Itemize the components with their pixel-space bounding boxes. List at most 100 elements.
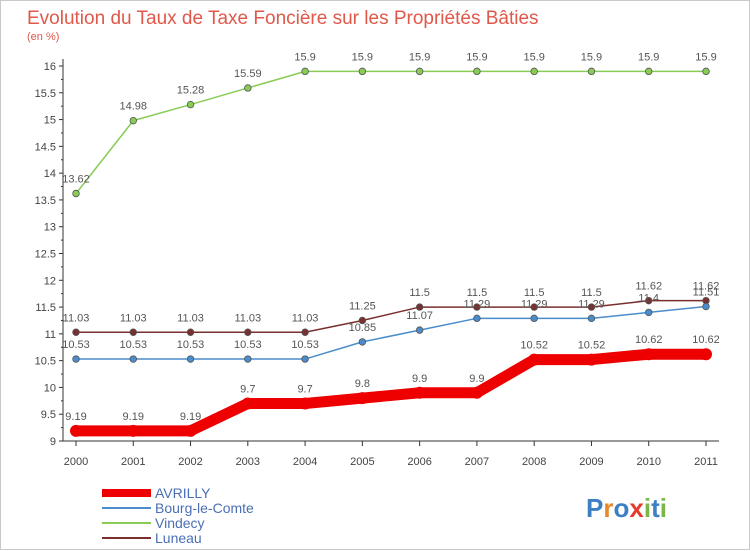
data-point <box>72 189 80 198</box>
data-label: 15.9 <box>695 51 716 63</box>
data-label: 11.07 <box>406 310 433 322</box>
data-point <box>186 355 195 363</box>
logo-letter: r <box>603 493 613 523</box>
data-point <box>301 67 309 76</box>
y-tick-label: 9.5 <box>41 409 56 421</box>
data-label: 9.19 <box>180 411 201 423</box>
data-point <box>244 328 252 336</box>
data-point <box>301 355 309 363</box>
legend-label: Bourg-le-Comte <box>155 500 254 516</box>
data-label: 14.98 <box>120 101 148 113</box>
data-label: 10.52 <box>578 340 606 352</box>
data-point <box>530 303 538 311</box>
y-tick-label: 12 <box>44 275 56 287</box>
logo-letter: P <box>586 493 603 523</box>
data-label: 9.9 <box>469 373 484 385</box>
y-tick-label: 10.5 <box>35 356 56 368</box>
data-label: 11.03 <box>63 312 90 324</box>
x-tick-label: 2005 <box>350 456 374 468</box>
data-point <box>587 314 596 323</box>
y-tick-label: 14 <box>44 168 56 180</box>
data-label: 9.7 <box>297 384 312 396</box>
data-label: 9.19 <box>65 411 86 423</box>
data-point <box>129 328 137 336</box>
data-point <box>473 303 481 311</box>
y-tick-label: 11 <box>45 329 56 341</box>
data-label: 10.62 <box>635 334 663 346</box>
data-point <box>301 328 309 336</box>
data-point <box>129 355 137 363</box>
data-point <box>473 67 481 76</box>
y-tick-label: 15 <box>44 115 56 127</box>
data-label: 11.29 <box>521 298 548 310</box>
x-tick-label: 2003 <box>236 456 260 468</box>
data-label: 9.8 <box>355 378 370 390</box>
logo-letter: i <box>644 493 651 523</box>
legend-label: AVRILLY <box>155 485 211 501</box>
data-point <box>702 67 710 76</box>
data-point <box>702 302 710 311</box>
data-label: 11.5 <box>524 287 545 299</box>
data-point <box>585 353 598 366</box>
data-label: 15.9 <box>294 51 315 63</box>
data-label: 11.29 <box>464 298 491 310</box>
data-label: 9.19 <box>123 411 144 423</box>
data-point <box>645 296 653 305</box>
data-point <box>358 316 367 325</box>
data-label: 11.03 <box>292 312 319 324</box>
data-point <box>530 67 538 76</box>
data-label: 10.53 <box>291 339 319 351</box>
data-label: 11.51 <box>693 287 720 299</box>
data-point <box>530 314 538 323</box>
data-point <box>299 397 312 410</box>
y-tick-label: 12.5 <box>35 249 56 261</box>
data-label: 13.62 <box>62 174 90 186</box>
data-label: 11.62 <box>693 281 720 293</box>
logo-letter: i <box>660 493 667 523</box>
data-point <box>528 353 541 366</box>
x-tick-label: 2008 <box>522 456 546 468</box>
x-tick-label: 2011 <box>694 456 718 468</box>
data-point <box>72 328 80 336</box>
y-tick-label: 11.5 <box>35 302 56 314</box>
y-axis-ticks: 9 9.5 10 10.5 11 11.5 12 12.5 13 13.5 14 14.5 15 15.5… <box>35 61 63 448</box>
data-point <box>642 348 655 361</box>
data-point <box>415 303 424 311</box>
data-point <box>587 67 596 76</box>
data-label: 11.4 <box>638 292 659 304</box>
x-tick-label: 2001 <box>121 456 145 468</box>
data-label: 9.9 <box>412 373 427 385</box>
legend-label: Luneau <box>155 530 202 546</box>
data-label: 15.28 <box>177 85 205 97</box>
data-label: 11.5 <box>409 287 430 299</box>
data-label: 15.9 <box>638 51 659 63</box>
data-point <box>244 355 252 363</box>
y-tick-label: 10 <box>44 382 56 394</box>
data-labels-layer: 13.62 14.98 15.28 15.59 15.9 15.9 15.9 15.9 15.9… <box>62 51 720 422</box>
data-point <box>413 386 426 399</box>
data-label: 10.85 <box>349 322 377 334</box>
data-point <box>72 355 80 363</box>
y-tick-label: 9 <box>50 436 56 448</box>
data-label: 11.5 <box>581 287 602 299</box>
data-point <box>241 397 254 410</box>
series-line-0 <box>70 348 712 437</box>
data-label: 15.9 <box>581 51 602 63</box>
data-label: 15.9 <box>466 51 487 63</box>
data-point <box>186 328 195 336</box>
data-point <box>358 67 367 76</box>
data-point <box>587 303 596 311</box>
series-layer <box>70 67 712 437</box>
data-point <box>70 424 82 437</box>
data-label: 10.62 <box>692 334 720 346</box>
y-tick-label: 13 <box>44 222 56 234</box>
data-point <box>129 116 137 125</box>
x-tick-label: 2009 <box>579 456 603 468</box>
y-tick-label: 15.5 <box>35 88 56 100</box>
data-label: 11.03 <box>234 312 261 324</box>
data-point <box>470 386 483 399</box>
chart-title: Evolution du Taux de Taxe Foncière sur l… <box>27 8 539 29</box>
